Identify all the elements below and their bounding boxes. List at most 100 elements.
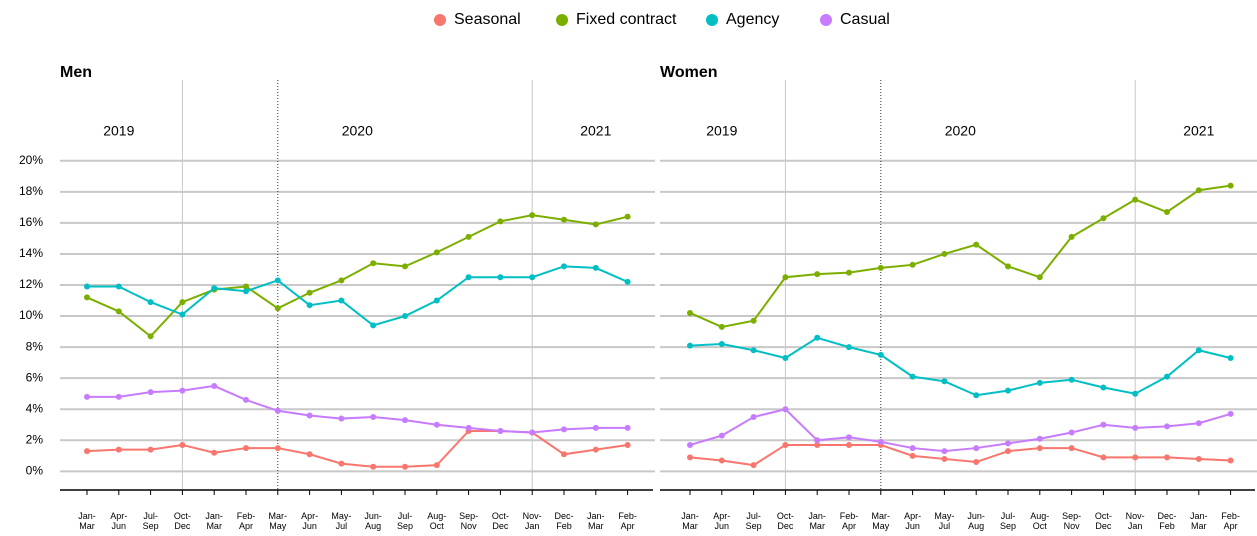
data-point [115, 308, 122, 315]
data-point [718, 457, 725, 464]
data-point [1227, 182, 1234, 189]
data-point [1005, 448, 1011, 455]
data-point [782, 441, 789, 448]
data-point [1164, 454, 1170, 461]
data-point [433, 249, 440, 256]
data-point [1195, 187, 1202, 194]
data-point [561, 451, 567, 458]
data-point [1164, 423, 1170, 430]
x-tick-label: Oct-Dec [776, 511, 794, 531]
data-point [1036, 445, 1043, 452]
data-point [973, 241, 980, 248]
y-tick-label: 14% [19, 246, 43, 260]
data-point [433, 462, 440, 469]
data-point [115, 283, 122, 290]
x-tick-label: Apr-Jun [904, 511, 922, 531]
x-tick-label: Aug-Oct [427, 511, 447, 531]
data-point [909, 445, 916, 452]
series-line [689, 443, 1231, 467]
data-point [274, 305, 281, 312]
x-tick-label: Apr-Jun [713, 511, 731, 531]
series-line [87, 265, 629, 327]
data-point [561, 426, 567, 433]
year-label: 2019 [103, 123, 134, 139]
data-point [243, 445, 249, 452]
x-tick-label: Feb-Apr [839, 511, 859, 531]
data-point [306, 412, 313, 419]
data-point [465, 424, 472, 431]
panel-title: Women [660, 64, 717, 81]
data-point [624, 213, 631, 220]
series-line [689, 336, 1231, 397]
data-point [624, 278, 631, 285]
data-point [497, 427, 504, 434]
data-point [84, 393, 90, 400]
data-point [338, 297, 345, 304]
data-point [941, 378, 948, 385]
legend-marker [434, 14, 446, 26]
data-point [243, 288, 249, 295]
x-tick-label: Jan-Mar [78, 511, 96, 531]
y-tick-label: 10% [19, 308, 43, 322]
data-point [973, 445, 980, 452]
data-point [433, 297, 440, 304]
x-tick-label: Jan-Mar [587, 511, 605, 531]
data-point [750, 462, 757, 469]
legend-label: Agency [726, 11, 779, 28]
data-point [433, 421, 440, 428]
data-point [687, 454, 693, 461]
data-point [1100, 421, 1107, 428]
data-point [750, 414, 757, 421]
data-point [115, 393, 122, 400]
panel-title: Men [60, 64, 92, 81]
data-point [306, 289, 313, 296]
year-label: 2020 [945, 123, 976, 139]
data-point [465, 274, 472, 281]
data-point [814, 271, 821, 278]
data-point [84, 283, 90, 290]
data-point [1068, 429, 1075, 436]
x-tick-label: Jun-Aug [967, 511, 985, 531]
data-point [147, 299, 154, 306]
data-point [84, 294, 90, 301]
data-point [402, 263, 408, 270]
data-point [718, 323, 725, 330]
data-point [624, 424, 631, 431]
x-tick-label: Sep-Nov [1062, 511, 1082, 531]
x-tick-label: Aug-Oct [1030, 511, 1050, 531]
data-point [718, 432, 725, 439]
x-tick-label: Oct-Dec [1094, 511, 1112, 531]
data-point [592, 424, 599, 431]
x-tick-label: Oct-Dec [173, 511, 191, 531]
data-point [370, 414, 377, 421]
data-point [1164, 209, 1170, 216]
x-tick-label: Jun-Aug [364, 511, 382, 531]
x-tick-label: Mar-May [268, 511, 288, 531]
data-point [561, 216, 567, 223]
data-point [1227, 457, 1234, 464]
data-point [529, 212, 536, 219]
x-tick-label: Jul-Sep [142, 511, 159, 531]
data-point [973, 459, 980, 466]
data-point [973, 392, 980, 399]
data-point [846, 434, 852, 441]
data-point [1036, 435, 1043, 442]
data-point [1164, 373, 1170, 380]
legend-label: Seasonal [454, 11, 521, 28]
x-tick-label: Mar-May [871, 511, 891, 531]
data-point [274, 407, 281, 414]
data-point [529, 274, 536, 281]
data-point [941, 448, 948, 455]
y-tick-label: 2% [26, 432, 44, 446]
x-tick-label: Jan-Mar [1190, 511, 1208, 531]
legend-label: Fixed contract [576, 11, 677, 28]
series-line [689, 408, 1231, 453]
data-point [592, 446, 599, 453]
y-tick-label: 16% [19, 215, 43, 229]
data-point [370, 322, 377, 329]
series-line [86, 429, 628, 468]
data-point [814, 437, 821, 444]
data-point [274, 445, 281, 452]
